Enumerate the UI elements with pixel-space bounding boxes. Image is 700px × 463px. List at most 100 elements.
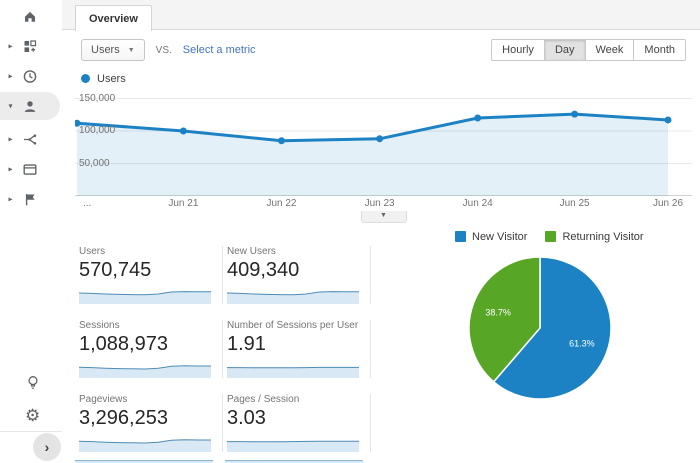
sidebar: ▸ ▸ ▾	[0, 0, 62, 463]
y-tick-label: 100,000	[79, 125, 116, 136]
scorecards-panel: Users 570,745 New Users 409,340 Sessions…	[75, 230, 375, 463]
behavior-window-icon	[21, 161, 38, 178]
x-tick-label: Jun 22	[266, 198, 297, 209]
sparkline-chart	[227, 291, 359, 304]
metric-selector-value: Users	[91, 44, 120, 56]
legend-item-returning-visitor: Returning Visitor	[545, 230, 644, 243]
users-timeseries-chart: ... Jun 21 Jun 22 Jun 23 Jun 24 Jun 25 Jun 26 …	[75, 90, 692, 224]
pie-slice[interactable]	[468, 256, 541, 383]
cutoff-sparkline	[75, 460, 213, 463]
home-icon	[21, 8, 38, 25]
expand-caret-icon: ▸	[8, 164, 13, 174]
next-row-cutoff	[75, 460, 375, 463]
scorecard-row: Pageviews 3,296,253 Pages / Session 3.03	[75, 394, 375, 452]
scorecard-label: Number of Sessions per User	[227, 320, 359, 331]
legend-swatch	[455, 231, 466, 242]
select-a-metric-link[interactable]: Select a metric	[182, 44, 256, 56]
scorecard-label: Pages / Session	[227, 394, 300, 405]
sidebar-bottom-divider	[0, 431, 62, 463]
tab-overview[interactable]: Overview	[75, 5, 152, 31]
granularity-week-button[interactable]: Week	[584, 39, 635, 61]
acquisition-branch-icon	[21, 131, 38, 148]
scorecard-value: 3.03	[227, 407, 266, 429]
scorecard-pageviews: Pageviews 3,296,253	[75, 394, 223, 452]
sparkline-chart	[227, 440, 359, 452]
chevron-down-icon: ▼	[127, 46, 135, 54]
pie-legend: New Visitor Returning Visitor	[455, 230, 700, 243]
customization-icon	[21, 38, 38, 55]
legend-swatch	[545, 231, 557, 242]
scorecard-label: Sessions	[79, 320, 120, 331]
y-tick-label: 50,000	[79, 157, 110, 169]
granularity-segmented-control: Hourly Day Week Month	[491, 39, 686, 61]
metric-selector-dropdown[interactable]: Users ▼	[81, 39, 145, 61]
x-tick-label: Jun 26	[652, 198, 684, 209]
scorecard-sessions: Sessions 1,088,973	[75, 320, 223, 378]
sidebar-item-home[interactable]	[0, 2, 62, 30]
scorecard-value: 1.91	[227, 333, 266, 355]
audience-person-icon	[21, 98, 38, 115]
series-legend-dot	[81, 74, 90, 83]
expand-caret-icon: ▸	[8, 134, 13, 144]
scorecard-new-users: New Users 409,340	[223, 246, 371, 304]
tab-bar: Overview	[62, 0, 700, 31]
series-legend-label: Users	[97, 72, 126, 85]
scorecard-sessions-per-user: Number of Sessions per User 1.91	[223, 320, 371, 378]
sidebar-item-acquisition[interactable]: ▸	[0, 125, 62, 153]
granularity-day-button[interactable]: Day	[543, 39, 586, 61]
expand-caret-icon: ▸	[8, 194, 13, 204]
main-content: Overview Users ▼ VS. Select a metric Hou…	[62, 0, 700, 463]
visitor-type-pie-chart: 61.3% 38.7%	[465, 253, 700, 408]
visitor-type-panel: New Visitor Returning Visitor 61.3% 38.7%	[427, 230, 700, 463]
sparkline-chart	[79, 439, 211, 452]
x-tick-label: ...	[83, 198, 92, 209]
sidebar-item-behavior[interactable]: ▸	[0, 155, 62, 183]
sparkline-chart	[227, 366, 359, 378]
sparkline-chart	[79, 291, 211, 304]
pie-slice[interactable]	[492, 256, 612, 400]
scorecard-pages-per-session: Pages / Session 3.03	[223, 394, 371, 452]
chart-series-legend: Users	[81, 72, 700, 85]
scorecard-value: 409,340	[227, 259, 300, 281]
x-tick-label: Jun 23	[364, 198, 395, 209]
sidebar-item-customization[interactable]: ▸	[0, 32, 62, 60]
sidebar-item-audience[interactable]: ▾	[0, 92, 62, 120]
legend-label: Returning Visitor	[562, 230, 644, 243]
collapse-caret-icon: ▾	[8, 101, 13, 111]
scorecard-row: Sessions 1,088,973 Number of Sessions pe…	[75, 320, 375, 378]
timeseries-svg[interactable]	[75, 90, 692, 197]
sidebar-item-realtime[interactable]: ▸	[0, 62, 62, 90]
chevron-down-icon: ▼	[380, 212, 387, 219]
x-tick-label: Jun 24	[462, 198, 493, 209]
x-axis-labels: ... Jun 21 Jun 22 Jun 23 Jun 24 Jun 25 Jun 26	[75, 198, 692, 211]
expand-caret-icon: ▸	[8, 71, 13, 81]
dashboard-area: Users 570,745 New Users 409,340 Sessions…	[75, 230, 700, 463]
chevron-right-icon: ›	[44, 439, 50, 455]
discover-bulb-icon[interactable]	[25, 374, 41, 397]
granularity-hourly-button[interactable]: Hourly	[491, 39, 545, 61]
pie-slice-label: 61.3%	[569, 339, 595, 349]
x-tick-label: Jun 25	[559, 198, 590, 209]
scorecard-label: Pageviews	[79, 394, 128, 405]
admin-gear-icon[interactable]: ⚙	[25, 406, 41, 425]
scorecard-value: 1,088,973	[79, 333, 168, 355]
pie-chart-svg[interactable]: 61.3% 38.7%	[465, 253, 615, 403]
scorecard-label: Users	[79, 246, 106, 257]
legend-label: New Visitor	[472, 230, 528, 243]
legend-item-new-visitor: New Visitor	[455, 231, 527, 243]
granularity-month-button[interactable]: Month	[633, 39, 686, 61]
sparkline-chart	[79, 365, 211, 378]
pie-slice-label: 38.7%	[485, 308, 511, 318]
scorecard-value: 3,296,253	[79, 407, 168, 429]
collapse-sidebar-button[interactable]: ›	[33, 433, 61, 461]
sidebar-item-conversions[interactable]: ▸	[0, 185, 62, 213]
chart-expander-tab[interactable]: ▼	[360, 211, 407, 223]
vs-label: VS.	[155, 44, 172, 56]
expand-caret-icon: ▸	[8, 41, 13, 51]
metric-toolbar: Users ▼ VS. Select a metric Hourly Day W…	[62, 33, 700, 67]
scorecard-label: New Users	[227, 246, 276, 257]
realtime-clock-icon	[21, 68, 38, 85]
cutoff-sparkline	[225, 460, 363, 463]
scorecard-row: Users 570,745 New Users 409,340	[75, 246, 375, 304]
